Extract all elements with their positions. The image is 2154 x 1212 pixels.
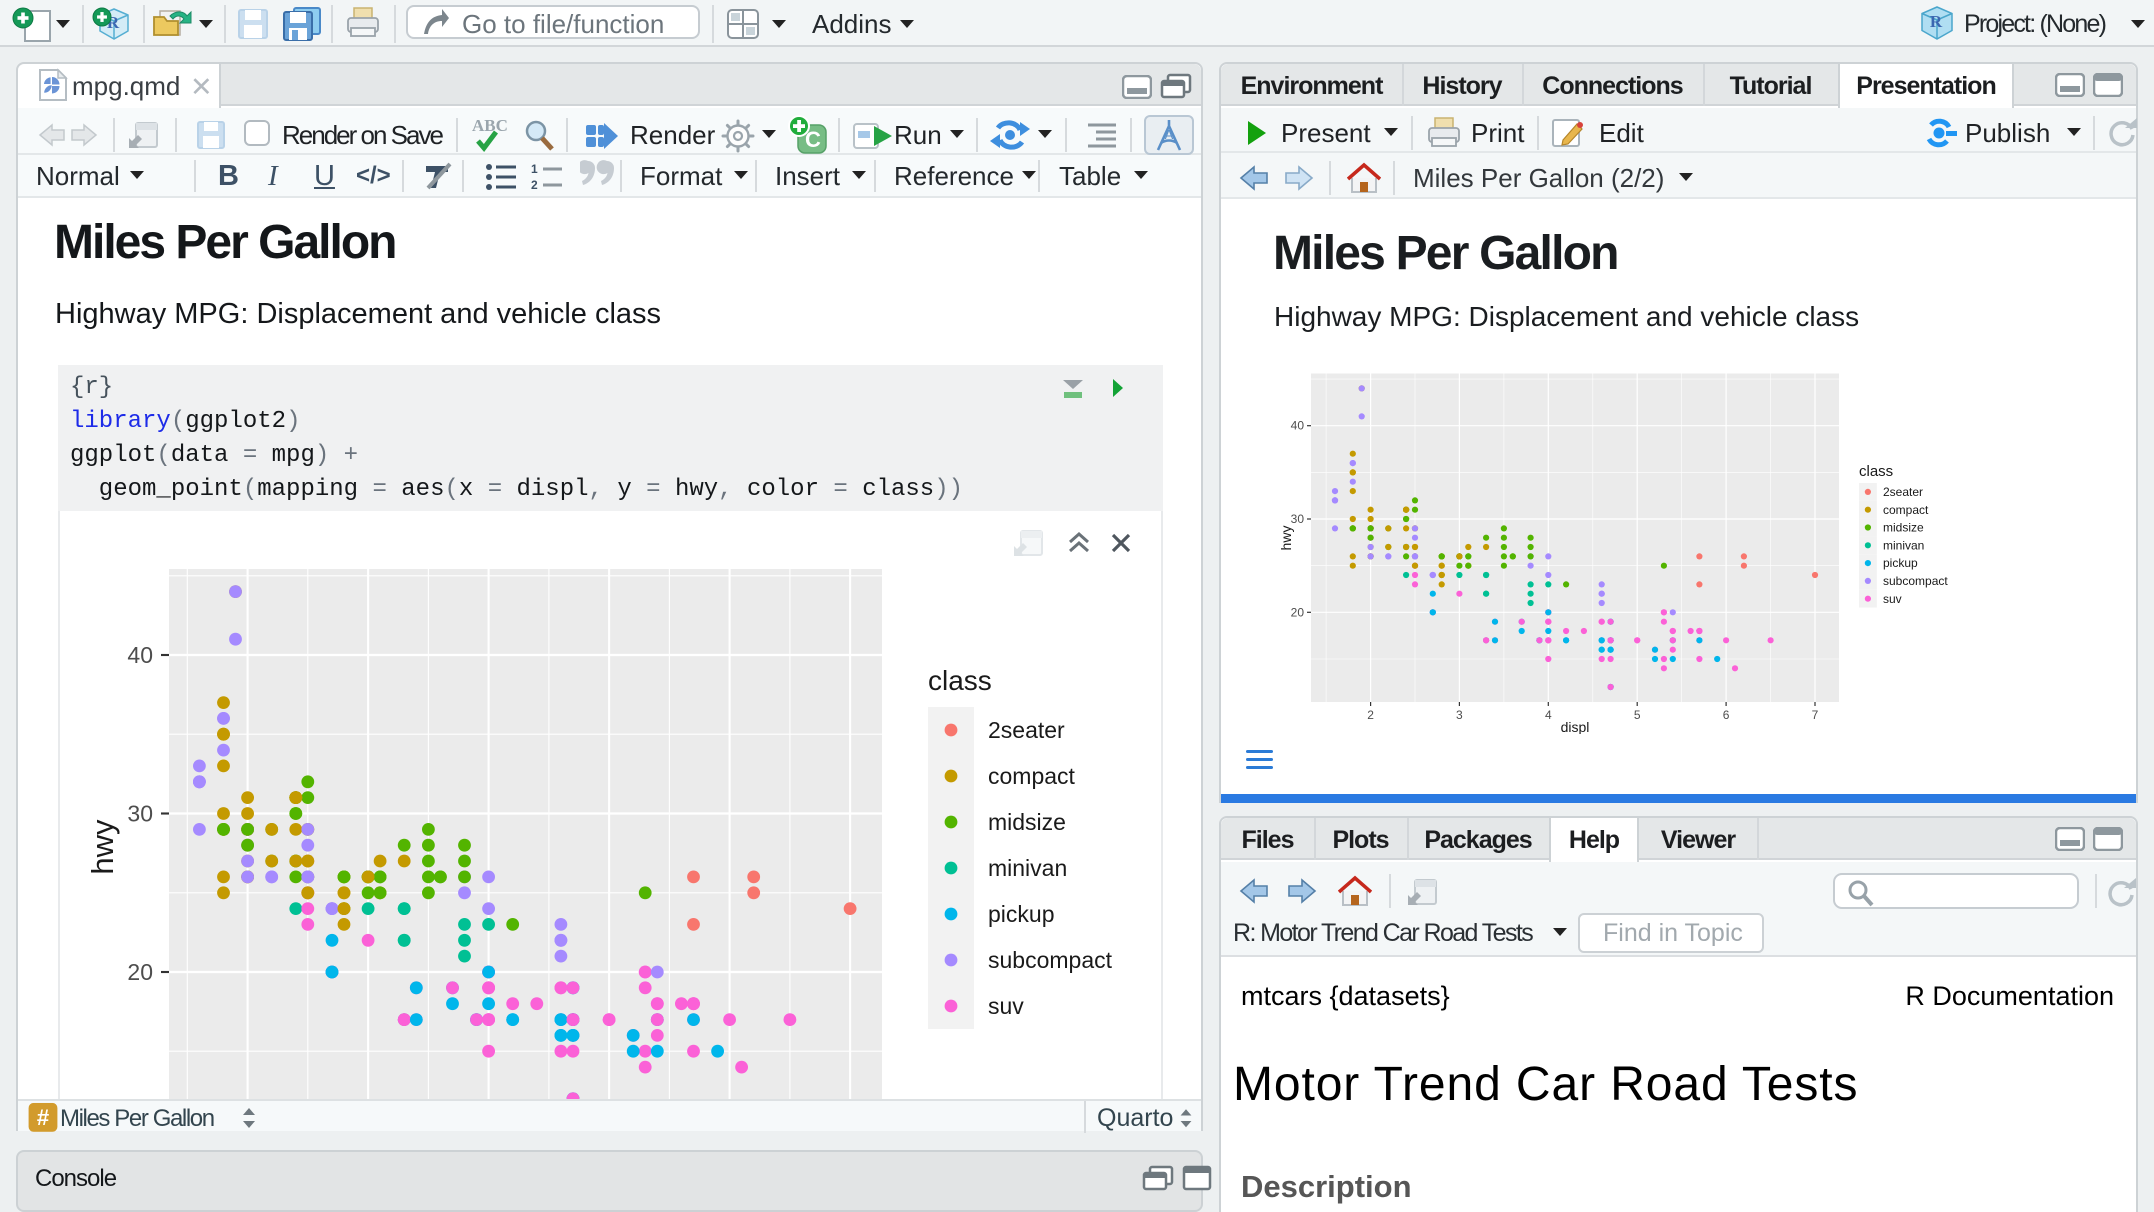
svg-text:1: 1 [531,163,538,176]
svg-text:suv: suv [1883,592,1902,606]
svg-text:2seater: 2seater [988,717,1065,743]
svg-text:hwy: hwy [1278,526,1294,551]
svg-text:3: 3 [1456,708,1463,722]
svg-text:6: 6 [1723,708,1730,722]
svg-text:C: C [805,127,821,152]
svg-text:subcompact: subcompact [1883,574,1948,588]
svg-text:7: 7 [1812,708,1819,722]
svg-text:#: # [37,1105,49,1130]
svg-text:5: 5 [1634,708,1641,722]
svg-text:minivan: minivan [988,855,1067,881]
svg-text:40: 40 [1291,419,1305,433]
svg-text:class: class [1859,463,1893,480]
svg-text:ABC: ABC [472,117,508,135]
svg-text:pickup: pickup [1883,556,1918,570]
svg-text:2: 2 [1367,708,1374,722]
svg-text:30: 30 [127,801,153,827]
svg-text:displ: displ [1561,719,1590,734]
svg-text:suv: suv [988,993,1024,1019]
svg-text:compact: compact [1883,503,1929,517]
svg-text:4: 4 [1545,708,1552,722]
svg-text:2: 2 [531,178,538,191]
svg-text:midsize: midsize [988,809,1066,835]
svg-text:midsize: midsize [1883,521,1924,535]
svg-text:class: class [928,665,992,696]
svg-text:compact: compact [988,763,1076,789]
svg-text:A: A [1165,127,1174,142]
svg-text:2seater: 2seater [1883,485,1923,499]
svg-text:30: 30 [1291,512,1305,526]
svg-text:minivan: minivan [1883,538,1924,552]
svg-text:subcompact: subcompact [988,947,1113,973]
svg-text:R: R [1930,12,1943,31]
svg-text:40: 40 [127,642,153,668]
svg-text:hwy: hwy [85,819,120,875]
svg-text:20: 20 [127,959,153,985]
svg-text:20: 20 [1291,605,1305,619]
svg-text:pickup: pickup [988,901,1054,927]
